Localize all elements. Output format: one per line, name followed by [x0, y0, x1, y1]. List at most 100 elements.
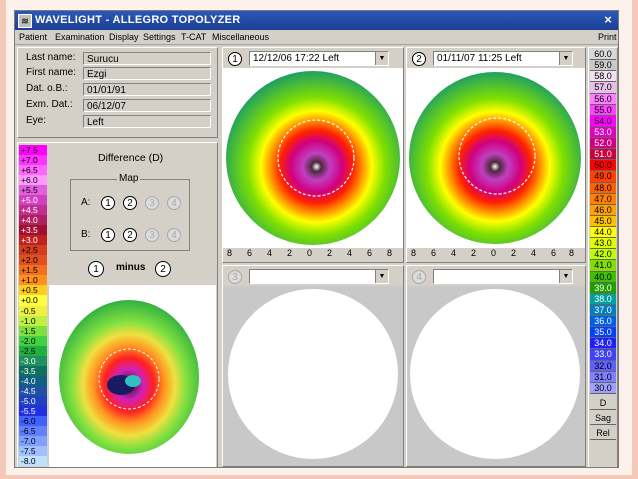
curvature-scale-entry: 37.0 [590, 304, 616, 317]
close-button[interactable]: × [604, 12, 612, 27]
exam-date-label: Exm. Dat.: [26, 99, 73, 110]
mode-sag-button[interactable]: Sag [590, 411, 616, 425]
b-map-3-button[interactable]: 3 [145, 228, 159, 242]
map-1-tick: 2 [287, 248, 293, 258]
difference-scale-entry: -7.5 [19, 445, 47, 456]
a-map-1-button[interactable]: 1 [101, 196, 115, 210]
difference-scale-entry: -4.5 [19, 385, 47, 396]
chevron-down-icon[interactable]: ▼ [375, 52, 388, 65]
chevron-down-icon[interactable]: ▼ [559, 52, 572, 65]
a-map-3-button[interactable]: 3 [145, 196, 159, 210]
difference-scale-entry: +4.0 [19, 215, 47, 226]
difference-scale-entry: +3.5 [19, 225, 47, 236]
curvature-color-scale: 60.0 59.0 58.0 57.0 56.0 55.0 54.0 53.0 52.0 51.0… [590, 49, 616, 394]
curvature-scale-entry: 46.0 [590, 204, 616, 216]
difference-scale-entry: +1.5 [19, 265, 47, 276]
map-1-axis: 8 6 4 2 0 2 4 6 8 [223, 248, 403, 262]
minus-label: minus [116, 262, 146, 273]
curvature-scale-entry: 41.0 [590, 260, 616, 272]
b-map-1-button[interactable]: 1 [101, 228, 115, 242]
first-name-label: First name: [26, 67, 77, 78]
map-1-tick: 4 [347, 248, 353, 258]
curvature-scale-entry: 35.0 [590, 327, 616, 339]
curvature-scale-entry: 39.0 [590, 282, 616, 294]
title-bar: ≋ WAVELIGHT - ALLEGRO TOPOLYZER × [15, 11, 618, 30]
map-2-number: 2 [412, 52, 426, 66]
map-2-tick: 2 [471, 248, 477, 258]
first-name-field: Ezgi [83, 67, 211, 80]
map-2-axis: 8 6 4 2 0 2 4 6 8 [407, 248, 585, 262]
curvature-scale-entry: 43.0 [590, 238, 616, 250]
map-4-date-select[interactable]: ▼ [433, 269, 573, 284]
last-name-field: Surucu [83, 52, 211, 65]
curvature-scale-entry: 36.0 [590, 316, 616, 328]
map-4-number: 4 [412, 270, 426, 284]
map-3-date-select[interactable]: ▼ [249, 269, 389, 284]
difference-panel: +7.5 +7.0 +6.5 +6.0 +5.5 +5.0 +4.5 +4.0 +3.5 +3.0… [17, 142, 218, 467]
row-b-label: B: [81, 229, 91, 240]
map-panel-4: 4 ▼ [406, 265, 586, 467]
difference-scale-entry: +0.0 [19, 295, 47, 306]
map-3-number: 3 [228, 270, 242, 284]
map-1-tick: 8 [227, 248, 233, 258]
curvature-scale-entry: 57.0 [590, 82, 616, 94]
difference-scale-entry: -0.5 [19, 305, 47, 316]
menu-settings[interactable]: Settings [143, 32, 176, 42]
a-map-4-button[interactable]: 4 [167, 196, 181, 210]
mode-d-button[interactable]: D [590, 396, 616, 410]
menu-patient[interactable]: Patient [19, 32, 48, 42]
difference-scale-entry: +3.0 [19, 235, 47, 246]
difference-scale-entry: +4.5 [19, 205, 47, 216]
curvature-scale-entry: 53.0 [590, 126, 616, 139]
menu-display[interactable]: Display [109, 32, 139, 42]
difference-color-scale: +7.5 +7.0 +6.5 +6.0 +5.5 +5.0 +4.5 +4.0 +3.5 +3.0… [19, 145, 47, 466]
difference-scale-entry: -1.0 [19, 315, 47, 326]
map-3-empty [223, 286, 403, 466]
display-mode-buttons: D Sag Rel [590, 396, 616, 466]
difference-scale-entry: +7.5 [19, 145, 47, 156]
curvature-scale-entry: 49.0 [590, 171, 616, 183]
difference-scale-entry: +0.5 [19, 285, 47, 296]
difference-map-frame [49, 285, 216, 467]
difference-scale-entry: -1.5 [19, 325, 47, 336]
difference-scale-entry: -5.0 [19, 395, 47, 406]
map-2-date-select[interactable]: 01/11/07 11:25 Left ▼ [433, 51, 573, 66]
row-a-label: A: [81, 197, 91, 208]
map-2-pupil-ring [458, 117, 536, 195]
a-map-2-button[interactable]: 2 [123, 196, 137, 210]
map-2-topography [407, 68, 585, 248]
map-1-tick: 6 [367, 248, 373, 258]
menu-print[interactable]: Print [598, 32, 617, 42]
chevron-down-icon[interactable]: ▼ [375, 270, 388, 283]
eye-field: Left [83, 115, 211, 128]
map-4-disc [410, 289, 580, 459]
map-1-tick: 6 [247, 248, 253, 258]
map-1-date-value: 12/12/06 17:22 Left [253, 53, 340, 64]
map-2-tick: 2 [511, 248, 517, 258]
difference-scale-entry: +6.0 [19, 175, 47, 186]
b-map-4-button[interactable]: 4 [167, 228, 181, 242]
menu-examination[interactable]: Examination [55, 32, 105, 42]
difference-scale-entry: -6.5 [19, 425, 47, 436]
map-1-date-select[interactable]: 12/12/06 17:22 Left ▼ [249, 51, 389, 66]
chevron-down-icon[interactable]: ▼ [559, 270, 572, 283]
difference-map-blue-spot [125, 375, 141, 387]
map-2-tick: 8 [569, 248, 575, 258]
map-1-tick: 2 [327, 248, 333, 258]
minus-left-number: 1 [88, 261, 104, 277]
curvature-scale-entry: 54.0 [590, 115, 616, 127]
curvature-scale-entry: 30.0 [590, 382, 616, 394]
map-2-disc [409, 72, 581, 244]
mode-rel-button[interactable]: Rel [590, 426, 616, 440]
curvature-scale-entry: 42.0 [590, 249, 616, 261]
curvature-scale-entry: 44.0 [590, 227, 616, 239]
map-2-tick: 6 [551, 248, 557, 258]
curvature-scale-entry: 60.0 [590, 49, 616, 61]
menu-tcat[interactable]: T-CAT [181, 32, 207, 42]
map-panel-3: 3 ▼ [222, 265, 404, 467]
curvature-scale-entry: 51.0 [590, 149, 616, 161]
menu-miscellaneous[interactable]: Miscellaneous [212, 32, 270, 42]
last-name-label: Last name: [26, 52, 76, 63]
difference-scale-entry: +2.5 [19, 245, 47, 256]
b-map-2-button[interactable]: 2 [123, 228, 137, 242]
